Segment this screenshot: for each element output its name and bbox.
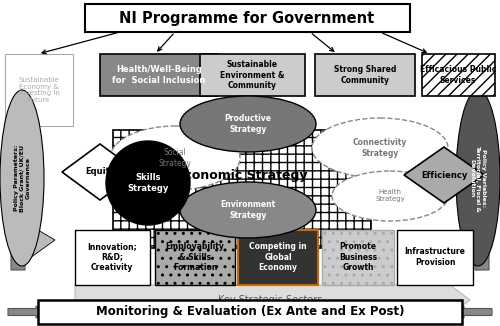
Text: Policy Variables:
Territorial, Fiscal &
Devolution: Policy Variables: Territorial, Fiscal & … — [470, 144, 486, 212]
Bar — [85, 4, 410, 32]
Polygon shape — [445, 230, 470, 258]
Bar — [5, 54, 73, 126]
Text: Sustainable
Economy &
Investing in
Future: Sustainable Economy & Investing in Futur… — [18, 77, 59, 103]
Text: Connectivity
Strategy: Connectivity Strategy — [353, 138, 407, 158]
Bar — [113, 130, 371, 248]
Bar — [315, 54, 415, 96]
Bar — [38, 300, 462, 324]
Text: Infrastructure
Provision: Infrastructure Provision — [404, 247, 466, 267]
FancyArrow shape — [8, 306, 44, 318]
Text: Productive
Strategy: Productive Strategy — [224, 114, 272, 134]
Polygon shape — [404, 147, 484, 203]
Text: Skills
Strategy: Skills Strategy — [128, 173, 168, 193]
Bar — [238, 230, 318, 285]
Bar — [155, 230, 235, 285]
Text: Efficiency: Efficiency — [421, 170, 467, 180]
Text: Environment
Strategy: Environment Strategy — [220, 200, 276, 220]
Ellipse shape — [0, 90, 44, 266]
Text: Economic Strategy: Economic Strategy — [176, 169, 308, 182]
Text: Policy Parameters:
Block Grant/ UK/EU
Governance: Policy Parameters: Block Grant/ UK/EU Go… — [14, 144, 30, 212]
Ellipse shape — [180, 96, 316, 152]
Text: Innovation;
R&D;
Creativity: Innovation; R&D; Creativity — [87, 242, 137, 272]
Polygon shape — [62, 144, 138, 200]
Text: Social
Strategy: Social Strategy — [158, 148, 192, 168]
FancyArrow shape — [456, 306, 492, 318]
Text: Sustainable
Environment &
Community: Sustainable Environment & Community — [220, 60, 284, 90]
Bar — [100, 54, 218, 96]
Text: Key Strategic Sectors: Key Strategic Sectors — [218, 295, 322, 305]
Ellipse shape — [456, 90, 500, 266]
Bar — [200, 54, 305, 96]
Text: Strong Shared
Community: Strong Shared Community — [334, 65, 396, 85]
Bar — [422, 54, 495, 96]
Text: Monitoring & Evaluation (Ex Ante and Ex Post): Monitoring & Evaluation (Ex Ante and Ex … — [96, 305, 404, 319]
Bar — [397, 230, 473, 285]
Text: Promote
Business
Growth: Promote Business Growth — [339, 242, 377, 272]
Ellipse shape — [180, 182, 316, 238]
Bar — [322, 230, 394, 285]
Text: Equity: Equity — [85, 168, 115, 176]
Text: Health/Well-Being
for  Social Inclusion: Health/Well-Being for Social Inclusion — [112, 65, 206, 85]
Text: Efficacious Public
Services: Efficacious Public Services — [420, 65, 496, 85]
Ellipse shape — [110, 126, 240, 190]
Ellipse shape — [106, 141, 190, 225]
Polygon shape — [75, 285, 470, 315]
Ellipse shape — [312, 118, 448, 178]
Bar — [75, 230, 150, 285]
FancyArrow shape — [5, 135, 31, 270]
Text: Competing in
Global
Economy: Competing in Global Economy — [249, 242, 307, 272]
Polygon shape — [30, 230, 55, 258]
FancyArrow shape — [469, 135, 495, 270]
Text: Health
Strategy: Health Strategy — [375, 189, 405, 202]
Text: Employability
& Skills
Formation: Employability & Skills Formation — [166, 242, 224, 272]
Ellipse shape — [332, 171, 448, 221]
Text: NI Programme for Government: NI Programme for Government — [120, 10, 374, 25]
